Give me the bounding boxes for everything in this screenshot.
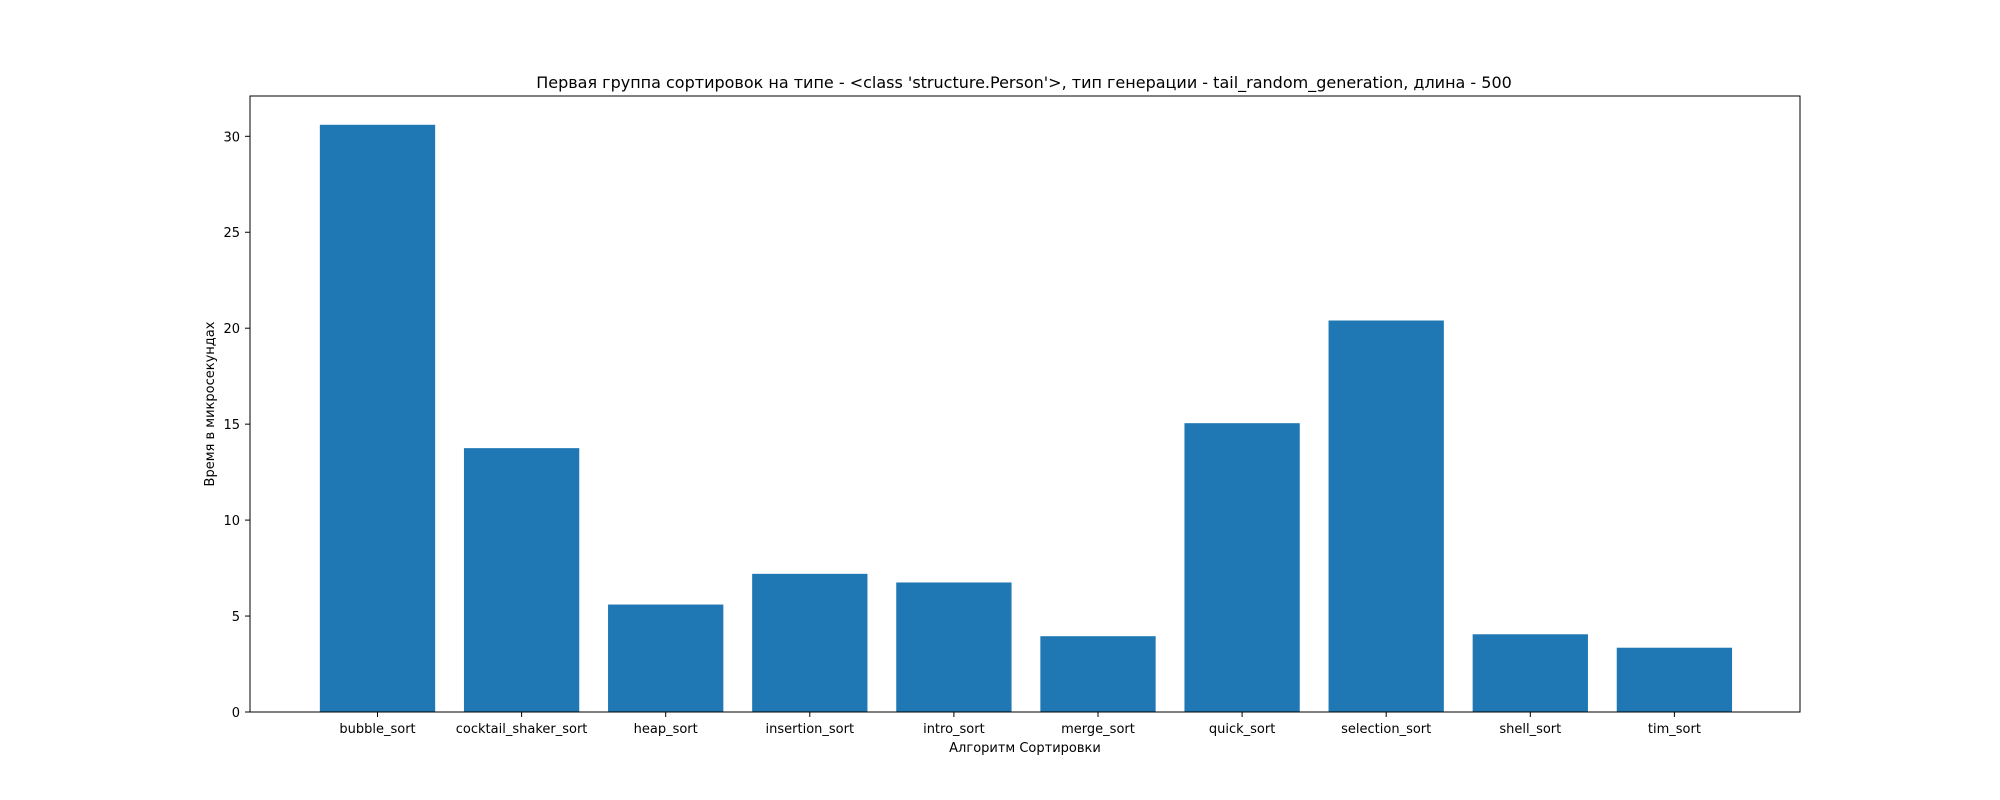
x-tick-label: cocktail_shaker_sort bbox=[456, 722, 588, 737]
x-tick-label: selection_sort bbox=[1341, 722, 1431, 737]
bar-quick_sort bbox=[1184, 423, 1300, 712]
y-tick-label: 0 bbox=[232, 706, 240, 721]
bar-merge_sort bbox=[1040, 636, 1156, 712]
x-tick-label: heap_sort bbox=[634, 722, 698, 737]
bar-bubble_sort bbox=[319, 124, 436, 713]
bar-selection_sort bbox=[1328, 320, 1444, 712]
bar-shell_sort bbox=[1472, 634, 1588, 712]
x-tick-label: intro_sort bbox=[923, 722, 985, 737]
chart-title: Первая группа сортировок на типе - <clas… bbox=[536, 73, 1512, 93]
x-tick-label: bubble_sort bbox=[339, 722, 415, 737]
y-tick-label: 5 bbox=[232, 610, 240, 625]
y-tick-label: 30 bbox=[223, 130, 240, 145]
bar-cocktail_shaker_sort bbox=[463, 448, 580, 712]
bars bbox=[319, 124, 1733, 713]
x-tick-label: tim_sort bbox=[1648, 722, 1701, 737]
plot-frame bbox=[249, 95, 1801, 713]
y-tick-label: 25 bbox=[223, 226, 240, 241]
x-tick-label: insertion_sort bbox=[766, 722, 855, 737]
x-axis-label: Алгоритм Сортировки bbox=[949, 741, 1101, 756]
y-axis-label: Время в микросекундах bbox=[203, 321, 218, 486]
x-tick-label: quick_sort bbox=[1209, 722, 1275, 737]
x-axis-ticks: bubble_sort cocktail_shaker_sort heap_sort… bbox=[339, 712, 1701, 737]
bar-tim_sort bbox=[1616, 647, 1733, 712]
y-axis-ticks: 0 5 10 15 20 25 30 bbox=[223, 130, 250, 721]
x-tick-label: merge_sort bbox=[1061, 722, 1135, 737]
y-tick-label: 20 bbox=[223, 322, 240, 337]
y-tick-label: 10 bbox=[223, 514, 240, 529]
bar-heap_sort bbox=[608, 604, 724, 712]
y-tick-label: 15 bbox=[223, 418, 240, 433]
bar-intro_sort bbox=[896, 582, 1012, 712]
x-tick-label: shell_sort bbox=[1499, 722, 1561, 737]
bar-insertion_sort bbox=[752, 573, 868, 712]
